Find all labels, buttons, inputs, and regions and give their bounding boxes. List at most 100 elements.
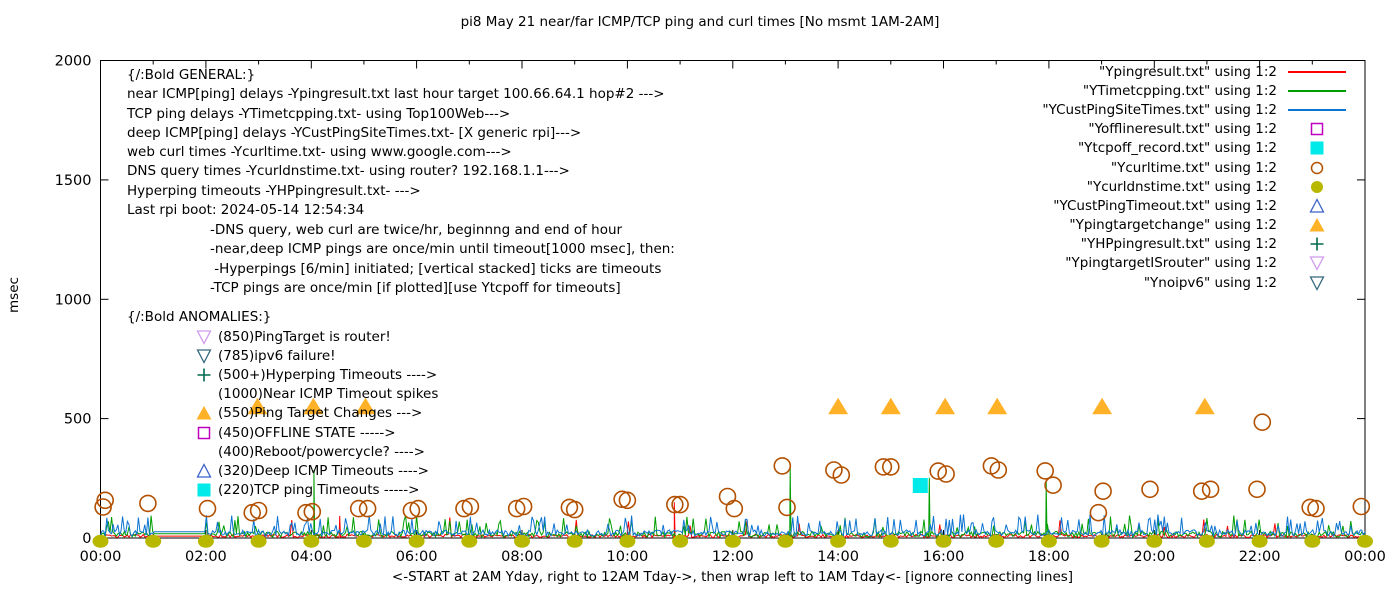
general-annotation: {/:Bold GENERAL:} near ICMP[ping] delays … (127, 66, 665, 220)
point-ping_target_change (1092, 397, 1113, 415)
point-curl_time (565, 500, 584, 519)
x-tick-label: 12:00 (712, 549, 754, 565)
point-dns_time (1357, 534, 1373, 548)
point-curl_time (1089, 503, 1108, 522)
point-curl_time (1307, 499, 1325, 518)
point-curl_time (1141, 480, 1159, 499)
y-tick-label: 500 (64, 412, 92, 428)
annotation-note-line: -DNS query, web curl are twice/hr, begin… (210, 222, 623, 238)
point-ping_target_change (828, 397, 849, 415)
legend-marker-tri-down-open (196, 349, 212, 364)
legend-item-dns_time: "Ycurldnstime.txt" using 1:2 (1042, 177, 1356, 196)
legend-item-label: "Ycurldnstime.txt" using 1:2 (1086, 178, 1277, 195)
point-curl_time (773, 457, 792, 475)
legend-item-deep_icmp: "YCustPingSiteTimes.txt" using 1:2 (1042, 100, 1356, 119)
legend-marker-tri-up-open (1308, 197, 1325, 213)
legend-marker-square-filled (1310, 141, 1323, 155)
legend-item-near_icmp: "Ypingresult.txt" using 1:2 (1042, 62, 1356, 81)
legend-marker-tri-up-filled (1309, 218, 1324, 232)
annotation-line: deep ICMP[ping] delays -YCustPingSiteTim… (127, 124, 582, 141)
annotation-line: Last rpi boot: 2024-05-14 12:54:34 (127, 202, 365, 219)
legend-marker-tri-down-open (1308, 256, 1325, 272)
x-tick-label: 22:00 (1239, 549, 1281, 565)
point-dns_time (672, 534, 689, 548)
annotation-note-line: -TCP pings are once/min [if plotted][use… (210, 279, 621, 296)
x-tick-label: 16:00 (923, 549, 965, 565)
y-tick-label: 2000 (55, 54, 92, 70)
point-dns_time (1198, 534, 1215, 548)
legend-item-offline: "Yofflineresult.txt" using 1:2 (1042, 120, 1356, 139)
point-curl_time (358, 499, 377, 518)
x-tick-label: 02:00 (185, 549, 227, 565)
anomaly-line-text: (550)Ping Target Changes ---> (218, 405, 423, 422)
point-curl_time (1201, 480, 1220, 499)
anomaly-line: (320)Deep ICMP Timeouts ----> (196, 461, 438, 480)
point-curl_time (832, 466, 851, 484)
legend-marker-tri-up-filled (196, 406, 212, 420)
y-tick-label: 1500 (55, 173, 92, 189)
point-curl_time (718, 487, 737, 506)
point-dns_time (566, 534, 583, 548)
point-ping_target_change (1194, 397, 1215, 415)
legend-item-tcp_off: "Ytcpoff_record.txt" using 1:2 (1042, 139, 1356, 158)
point-curl_time (94, 498, 112, 516)
point-curl_time (881, 458, 900, 476)
point-curl_time (937, 465, 955, 483)
anomaly-line-text: (850)PingTarget is router! (218, 328, 391, 345)
legend-marker-line (1287, 108, 1346, 111)
point-curl_time (1036, 462, 1054, 480)
point-curl_time (665, 495, 684, 514)
point-dns_time (988, 534, 1005, 548)
point-dns_time (724, 534, 741, 548)
point-curl_time (1352, 497, 1371, 516)
point-dns_time (882, 534, 899, 548)
legend-item-ping_target_change: "Ypingtargetchange" using 1:2 (1042, 216, 1356, 235)
point-dns_time (408, 534, 425, 548)
point-curl_time (1192, 482, 1211, 501)
point-curl_time (249, 501, 268, 520)
legend-item-curl_time: "Ycurltime.txt" using 1:2 (1042, 158, 1356, 177)
point-curl_time (1248, 480, 1266, 499)
legend-marker-square-open (197, 426, 211, 439)
legend-marker-line (1287, 70, 1346, 73)
point-dns_time (619, 534, 636, 548)
legend-marker-tri-down-open (1308, 276, 1325, 291)
point-curl_time (1301, 498, 1319, 517)
point-curl_time (402, 501, 421, 520)
annotation-line: {/:Bold GENERAL:} (127, 67, 256, 83)
anomaly-line: (850)PingTarget is router! (196, 327, 438, 346)
point-dns_time (1093, 534, 1110, 548)
legend-item-pingtarget_is_router: "YpingtargetISrouter" using 1:2 (1042, 254, 1356, 273)
annotation-note-line: -near,deep ICMP pings are once/min until… (210, 241, 675, 258)
legend-item-label: "Yofflineresult.txt" using 1:2 (1088, 121, 1277, 138)
legend-marker-square-open (1310, 122, 1323, 136)
legend-marker-tri-up-open (196, 462, 212, 478)
anomaly-line-text: (500+)Hyperping Timeouts ----> (218, 366, 438, 383)
point-curl_time (303, 502, 322, 521)
point-curl_time (618, 491, 637, 510)
anomaly-line: (785)ipv6 failure! (196, 346, 438, 365)
anomaly-line: (450)OFFLINE STATE -----> (196, 423, 438, 442)
legend: "Ypingresult.txt" using 1:2 "YTimetcpping… (1042, 62, 1356, 292)
legend-item-label: "Ytcpoff_record.txt" using 1:2 (1077, 140, 1277, 157)
x-tick-label: 00:00 (1344, 549, 1386, 565)
point-ping_target_change (987, 397, 1008, 415)
point-curl_time (1253, 413, 1272, 432)
point-ping_target_change (880, 397, 901, 415)
point-dns_time (935, 534, 952, 548)
point-curl_time (874, 458, 893, 476)
anomaly-line: (550)Ping Target Changes ---> (196, 404, 438, 423)
anomaly-line-text: (785)ipv6 failure! (218, 347, 336, 364)
legend-item-label: "YHPpingresult.txt" using 1:2 (1080, 236, 1277, 253)
anomaly-line: (500+)Hyperping Timeouts ----> (196, 365, 438, 384)
point-dns_time (303, 534, 320, 548)
point-curl_time (1094, 482, 1112, 501)
legend-item-label: "YCustPingSiteTimes.txt" using 1:2 (1042, 101, 1277, 118)
legend-marker-circle-filled (1310, 180, 1323, 193)
legend-item-hyperping: "YHPpingresult.txt" using 1:2 (1042, 235, 1356, 254)
legend-item-noipv6: "Ynoipv6" using 1:2 (1042, 273, 1356, 292)
y-tick-label: 1000 (55, 292, 92, 308)
point-dns_time (461, 534, 478, 548)
point-curl_time (349, 499, 368, 518)
